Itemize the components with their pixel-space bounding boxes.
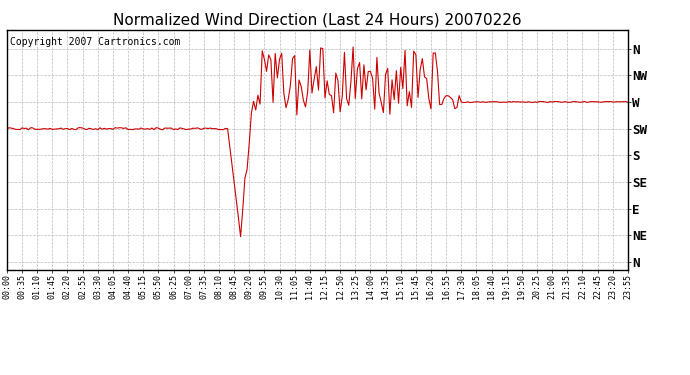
Text: Copyright 2007 Cartronics.com: Copyright 2007 Cartronics.com	[10, 37, 180, 47]
Title: Normalized Wind Direction (Last 24 Hours) 20070226: Normalized Wind Direction (Last 24 Hours…	[113, 12, 522, 27]
